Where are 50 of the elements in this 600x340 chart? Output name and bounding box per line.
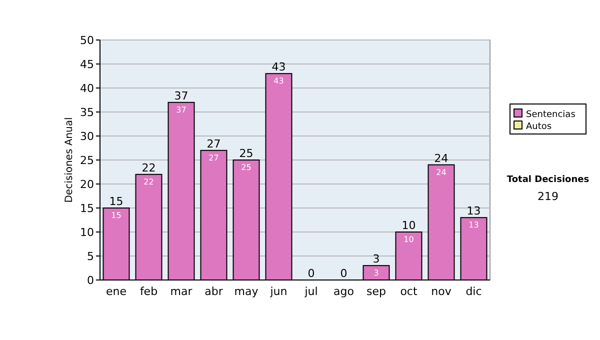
x-tick-label: jun [269,285,288,298]
y-tick-label: 20 [80,178,94,191]
data-label: 43 [274,76,284,86]
total-label: 15 [109,195,124,208]
y-tick-label: 30 [80,130,94,143]
total-label: 3 [372,252,380,266]
data-label: 13 [468,220,479,230]
total-label: 0 [308,267,315,280]
x-tick-label: nov [431,285,452,298]
data-label: 25 [241,163,252,172]
total-label: 0 [340,267,348,280]
text: Total Decisiones [506,175,590,185]
legend-label: Sentencias [526,110,576,120]
y-axis-title: Decisiones Anual [64,117,75,203]
y-tick-label: 5 [87,250,94,263]
x-tick-label: feb [140,285,158,298]
x-tick-label: oct [400,285,418,298]
total-label: 43 [272,60,286,74]
y-tick-label: 35 [80,106,94,119]
x-tick-label: mar [170,285,193,298]
y-tick-label: 40 [80,82,94,95]
y-tick-label: 0 [87,274,94,287]
data-label: 3 [374,268,379,278]
y-tick-label: 50 [80,34,94,47]
x-tick-label: sep [366,285,386,298]
legend-label: Autos [526,122,552,132]
data-label: 27 [208,153,219,162]
total-label: 27 [206,137,221,150]
data-label: 24 [436,168,446,177]
x-tick-label: abr [204,285,224,298]
data-label: 15 [111,211,122,220]
total-label: 37 [174,89,188,102]
total-label: 22 [142,161,156,174]
data-label: 22 [144,177,154,186]
data-label: 37 [176,105,186,114]
y-tick-label: 10 [80,226,94,239]
x-tick-label: may [234,285,259,298]
total-label: 10 [402,219,416,232]
y-tick-label: 45 [80,58,94,71]
x-tick-label: dic [466,285,482,298]
total-label: 25 [239,147,254,160]
total-label: 24 [434,152,448,165]
y-tick-label: 25 [80,154,94,167]
x-tick-label: jul [304,285,318,298]
text: 219 [538,190,558,203]
total-label: 13 [466,204,481,218]
x-tick-label: ene [106,285,127,298]
data-label: 10 [404,235,414,244]
x-tick-label: ago [334,285,354,298]
y-tick-label: 15 [80,202,94,215]
